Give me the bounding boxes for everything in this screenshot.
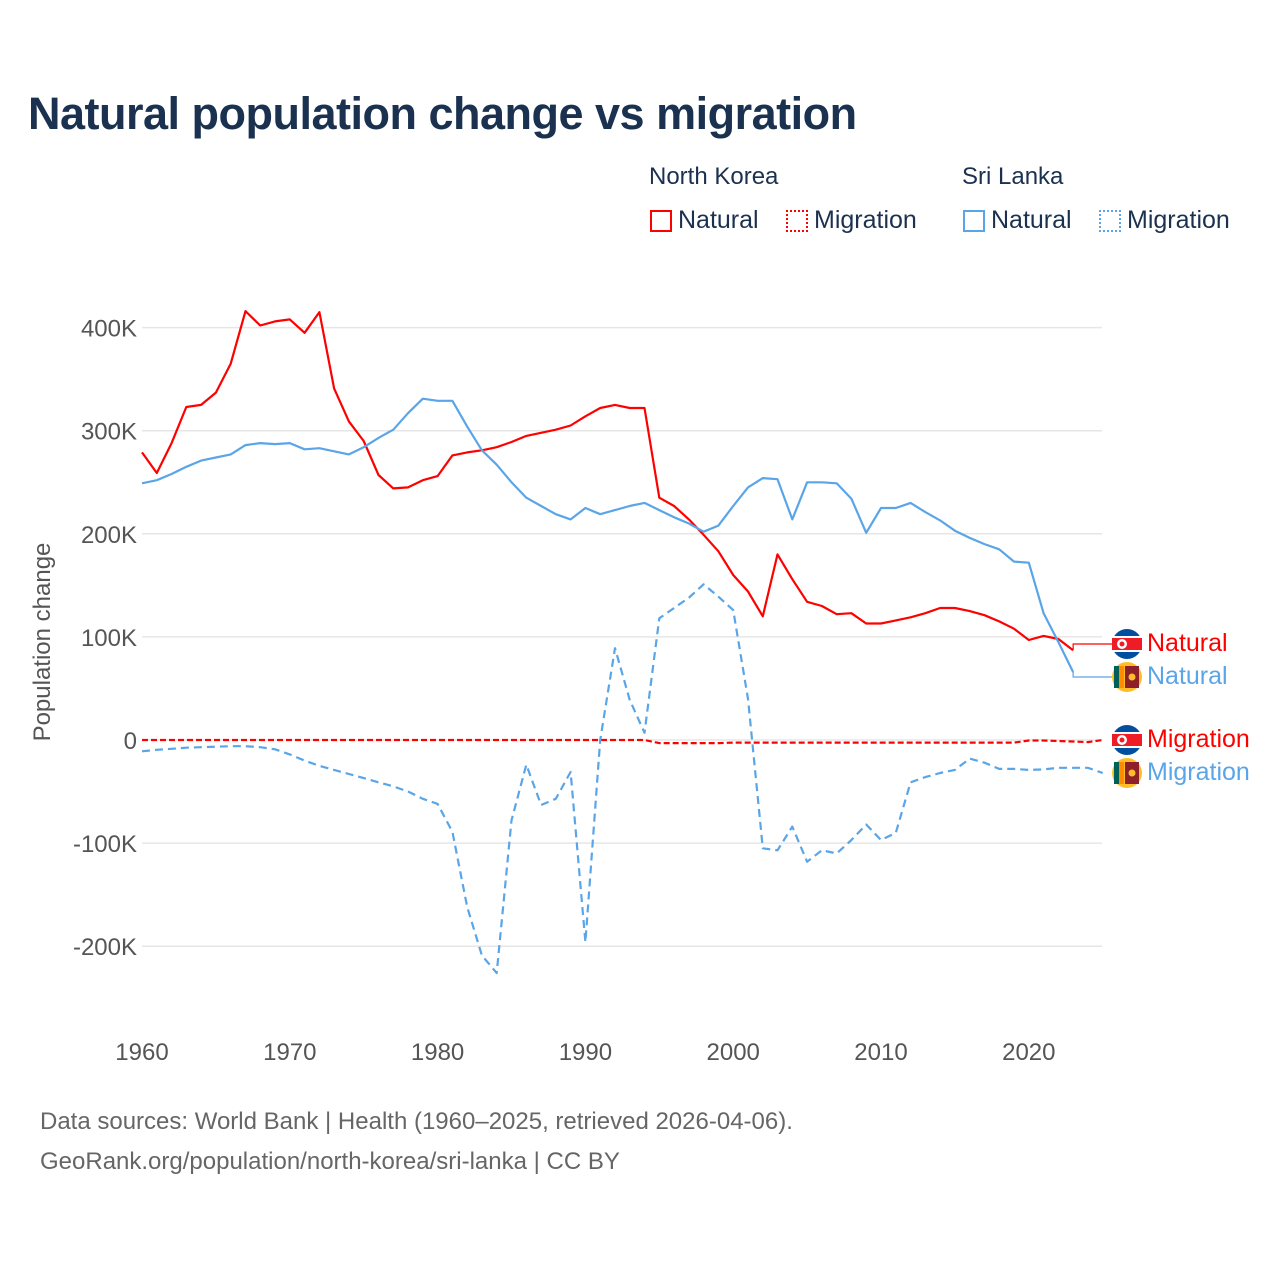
footer-sources: Data sources: World Bank | Health (1960–… [40,1108,793,1135]
y-tick-label: 300K [81,419,137,446]
legend-swatch-solid [650,209,672,232]
legend-label: Natural [678,206,759,234]
end-label: Migration [1147,725,1250,753]
footer-link[interactable]: GeoRank.org/population/north-korea/sri-l… [40,1148,620,1175]
y-axis-label: Population change [29,543,56,742]
y-tick-label: 200K [81,522,137,549]
x-tick-label: 1960 [115,1039,168,1066]
legend-swatch-solid [963,209,985,232]
series-line-north-korea-natural [141,310,1074,652]
x-tick-label: 1970 [263,1039,316,1066]
north-korea-flag-icon [1112,725,1142,755]
north-korea-flag-icon [1112,629,1142,659]
sri-lanka-flag-icon [1112,662,1142,692]
y-tick-label: -100K [73,831,137,858]
label-connector [1072,671,1112,678]
y-tick-label: -200K [73,934,137,961]
legend-item-north-korea-migration[interactable]: Migration [786,206,917,235]
legend-swatch-dotted [1099,209,1121,232]
y-tick-label: 400K [81,316,137,343]
legend-item-north-korea-natural[interactable]: Natural [650,206,759,235]
legend-label: Migration [814,206,917,234]
legend-group-north-korea: North Korea [649,163,779,190]
series-line-sri-lanka-natural [141,397,1075,673]
legend-swatch-dotted [786,209,808,232]
end-label: Natural [1147,662,1228,690]
label-connector [1072,643,1112,651]
series-line-north-korea-migration [142,738,1103,745]
legend-label: Migration [1127,206,1230,234]
x-tick-label: 2000 [707,1039,760,1066]
legend-item-sri-lanka-migration[interactable]: Migration [1099,206,1230,235]
x-tick-label: 1980 [411,1039,464,1066]
end-label: Migration [1147,758,1250,786]
sri-lanka-flag-icon [1112,758,1142,788]
legend-label: Natural [991,206,1072,234]
y-tick-label: 100K [81,625,137,652]
end-label: Natural [1147,629,1228,657]
series-line-sri-lanka-migration [141,583,1104,975]
x-tick-label: 1990 [559,1039,612,1066]
legend-group-sri-lanka: Sri Lanka [962,163,1064,190]
legend-item-sri-lanka-natural[interactable]: Natural [963,206,1072,235]
x-tick-label: 2010 [854,1039,907,1066]
y-tick-label: 0 [124,728,137,755]
x-tick-label: 2020 [1002,1039,1055,1066]
chart-title: Natural population change vs migration [28,88,857,139]
